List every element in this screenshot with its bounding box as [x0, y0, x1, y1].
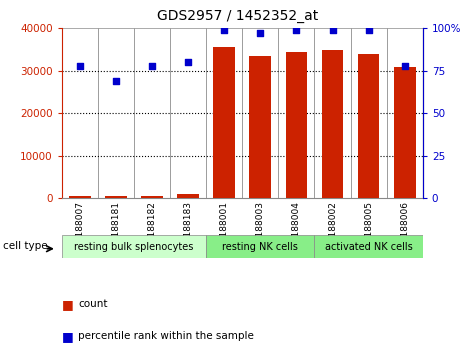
- Bar: [134, 28, 170, 198]
- Point: [365, 27, 372, 33]
- Bar: [314, 28, 351, 198]
- Bar: [62, 235, 206, 258]
- Point: [220, 27, 228, 33]
- Bar: [242, 28, 278, 198]
- Point: [148, 63, 156, 69]
- Text: ■: ■: [62, 330, 74, 343]
- Bar: [351, 28, 387, 198]
- Point: [256, 30, 264, 36]
- Bar: [206, 235, 314, 258]
- Bar: [387, 28, 423, 198]
- Text: GDS2957 / 1452352_at: GDS2957 / 1452352_at: [157, 9, 318, 23]
- Bar: [314, 235, 423, 258]
- Text: percentile rank within the sample: percentile rank within the sample: [78, 331, 254, 341]
- Text: activated NK cells: activated NK cells: [325, 242, 412, 252]
- Text: cell type: cell type: [3, 241, 48, 251]
- Point: [184, 59, 192, 65]
- Bar: [170, 28, 206, 198]
- Bar: [285, 52, 307, 198]
- Text: ■: ■: [62, 298, 74, 311]
- Bar: [322, 50, 343, 198]
- Text: resting bulk splenocytes: resting bulk splenocytes: [74, 242, 194, 252]
- Point: [76, 63, 84, 69]
- Text: count: count: [78, 299, 108, 309]
- Text: resting NK cells: resting NK cells: [222, 242, 298, 252]
- Bar: [141, 196, 163, 198]
- Bar: [62, 28, 98, 198]
- Bar: [177, 194, 199, 198]
- Bar: [206, 28, 242, 198]
- Bar: [394, 67, 416, 198]
- Bar: [105, 196, 127, 198]
- Bar: [213, 47, 235, 198]
- Point: [112, 78, 120, 84]
- Bar: [249, 56, 271, 198]
- Point: [329, 27, 336, 33]
- Bar: [278, 28, 314, 198]
- Point: [293, 27, 300, 33]
- Bar: [98, 28, 134, 198]
- Bar: [358, 54, 380, 198]
- Bar: [69, 196, 91, 198]
- Point: [401, 63, 408, 69]
